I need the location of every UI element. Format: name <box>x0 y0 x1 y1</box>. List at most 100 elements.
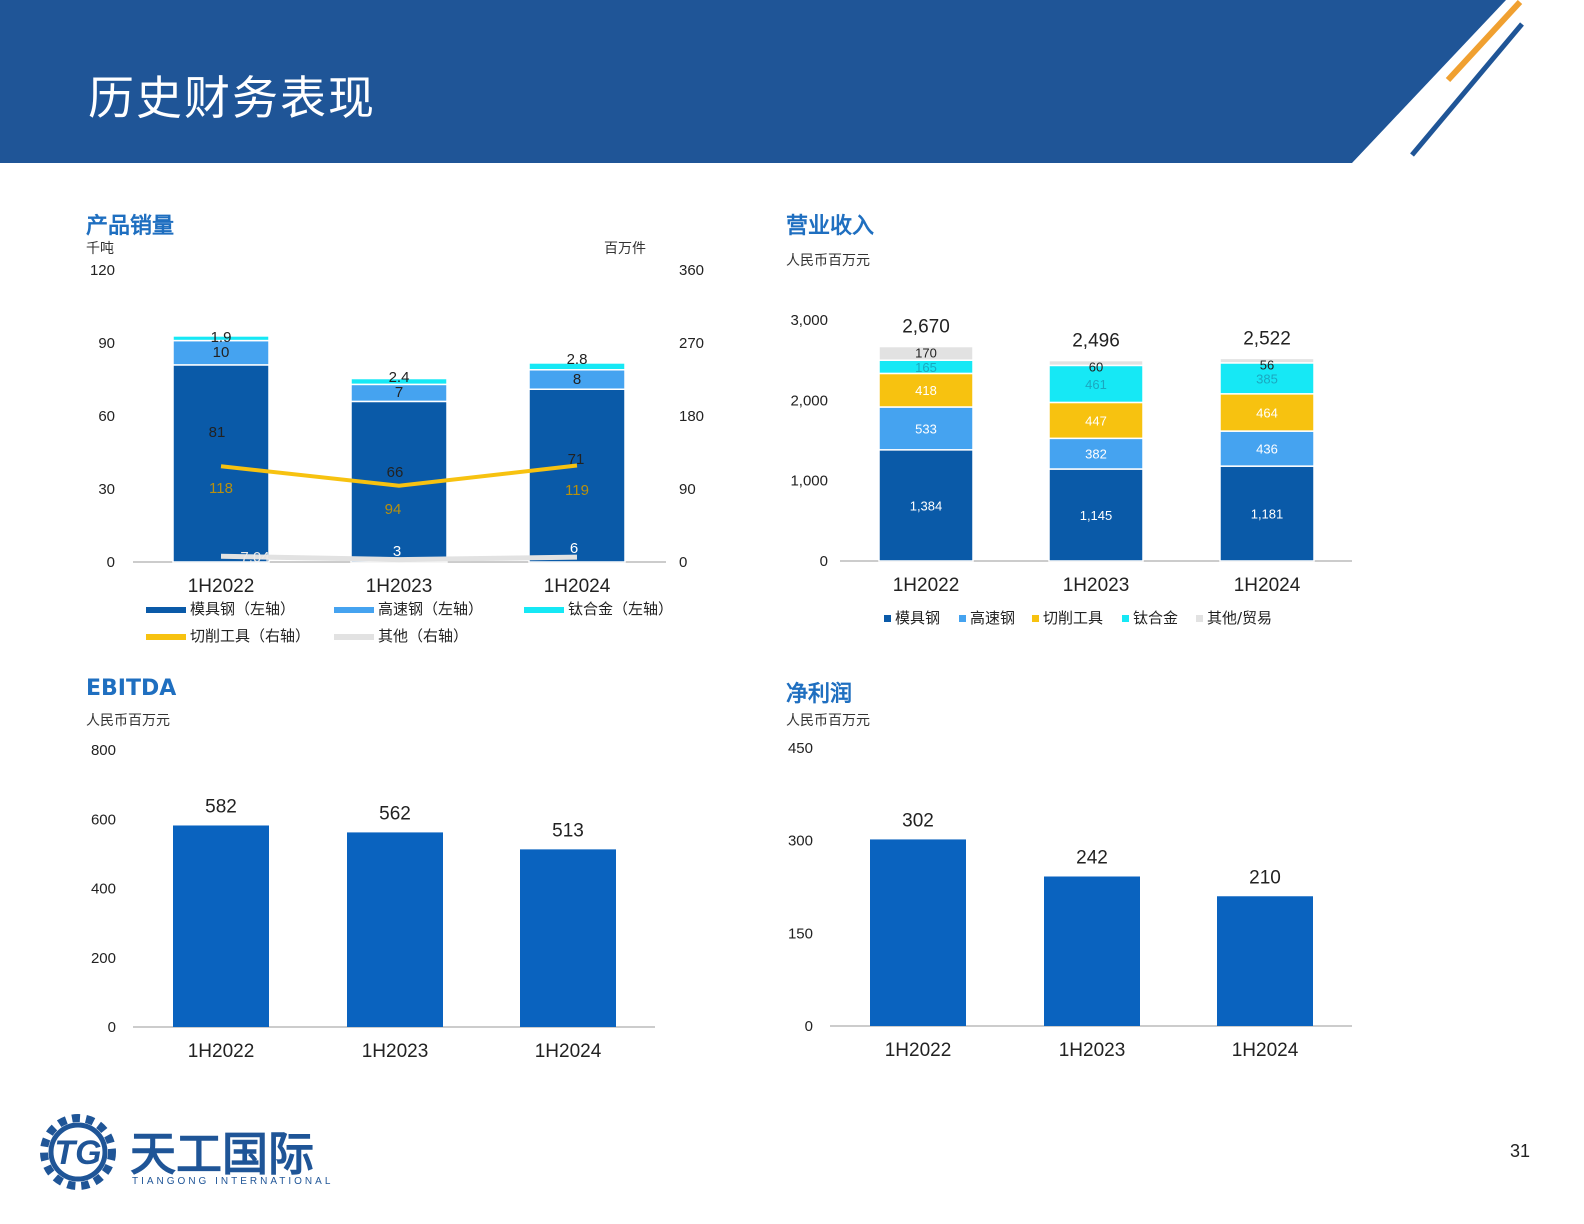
y-tick-left: 0 <box>107 554 115 571</box>
bar-segment <box>350 377 448 386</box>
bar-segment <box>878 406 974 451</box>
data-label-mould-steel: 81 <box>209 424 226 441</box>
data-label-cutting-tools: 94 <box>385 501 402 518</box>
y-tick-right: 270 <box>679 335 704 352</box>
data-label-others: 3 <box>393 543 401 560</box>
legend-item-hss: 高速钢 <box>959 607 1015 628</box>
y-tick: 1,000 <box>790 473 828 490</box>
legend-label: 钛合金 <box>1133 609 1179 627</box>
y-tick: 0 <box>805 1018 813 1035</box>
legend-label: 模具钢（左轴） <box>190 600 296 618</box>
data-label: 562 <box>379 803 411 824</box>
bar-segment <box>1048 359 1144 367</box>
data-label: 461 <box>1085 377 1107 392</box>
y-tick: 600 <box>91 811 116 828</box>
data-label: 210 <box>1249 867 1281 888</box>
line-others <box>220 553 578 563</box>
header-accent-orange <box>1445 0 1523 83</box>
net-profit-title: 净利润 <box>786 682 853 707</box>
data-label-others: 7.04 <box>240 549 269 566</box>
legend-item-others-trade: 其他/贸易 <box>1196 607 1272 628</box>
bar-segment <box>172 335 270 342</box>
legend-swatch <box>334 606 374 613</box>
legend-label: 其他/贸易 <box>1207 609 1273 627</box>
legend-label: 模具钢 <box>895 609 941 627</box>
data-label: 302 <box>902 810 934 831</box>
y-tick-left: 60 <box>98 408 115 425</box>
legend-label: 切削工具 <box>1043 609 1104 627</box>
y-tick: 150 <box>788 925 813 942</box>
logo-mark: TG <box>54 1134 101 1172</box>
x-tick-label: 1H2023 <box>1063 575 1130 596</box>
legend-label: 其他（右轴） <box>378 627 469 645</box>
bar-segment <box>878 449 974 562</box>
data-label-mould-steel: 66 <box>387 464 404 481</box>
legend-item-cutting-tools: 切削工具（右轴） <box>146 625 310 646</box>
bar <box>347 832 443 1027</box>
legend-swatch <box>334 633 374 640</box>
bar <box>1044 876 1140 1026</box>
data-label: 170 <box>915 346 937 361</box>
data-label: 1,384 <box>910 498 943 513</box>
data-label: 447 <box>1085 413 1107 428</box>
data-label-hss: 10 <box>213 344 230 361</box>
total-label: 2,496 <box>1072 331 1120 352</box>
data-label-titanium: 2.4 <box>389 369 410 386</box>
header-banner: 历史财务表现 <box>0 0 1584 165</box>
data-label: 418 <box>915 383 937 398</box>
legend-item-titanium: 钛合金 <box>1122 607 1178 628</box>
y-tick-left: 30 <box>98 481 115 498</box>
company-logo: TG 天工国际 TIANGONG INTERNATIONAL <box>34 1108 344 1198</box>
bar <box>520 849 616 1027</box>
bar-segment <box>528 388 626 563</box>
legend-swatch <box>1196 615 1203 622</box>
line-cutting-tools <box>220 463 578 488</box>
legend-item-titanium: 钛合金（左轴） <box>524 598 673 619</box>
legend-label: 切削工具（右轴） <box>190 627 311 645</box>
header-band <box>0 0 1506 163</box>
legend-item-others: 其他（右轴） <box>334 625 468 646</box>
legend-swatch <box>524 606 564 613</box>
data-label: 165 <box>915 360 937 375</box>
x-tick-label: 1H2022 <box>188 576 255 597</box>
data-label-cutting-tools: 118 <box>209 480 233 497</box>
legend-swatch <box>1122 615 1129 622</box>
data-label-mould-steel: 71 <box>568 451 585 468</box>
bar <box>1217 896 1313 1026</box>
bar <box>870 839 966 1026</box>
y-tick: 2,000 <box>790 392 828 409</box>
ebitda-title: EBITDA <box>86 676 177 701</box>
data-label: 1,145 <box>1080 508 1113 523</box>
bar-segment <box>1219 430 1315 467</box>
legend-item-hss: 高速钢（左轴） <box>334 598 483 619</box>
bar-segment <box>1048 437 1144 470</box>
y-tick: 300 <box>788 833 813 850</box>
ebitda-unit: 人民币百万元 <box>86 713 170 729</box>
y-tick-right: 180 <box>679 408 704 425</box>
legend-swatch <box>1032 615 1039 622</box>
y-tick-left: 120 <box>90 262 115 279</box>
data-label: 513 <box>552 820 584 841</box>
data-label: 382 <box>1085 447 1107 462</box>
y-tick: 450 <box>788 740 813 757</box>
legend-swatch <box>959 615 966 622</box>
legend-swatch <box>146 633 186 640</box>
data-label-titanium: 2.8 <box>567 351 588 368</box>
total-label: 2,670 <box>902 317 950 338</box>
page-title: 历史财务表现 <box>88 71 376 125</box>
legend-item-mould-steel: 模具钢（左轴） <box>146 598 295 619</box>
total-label: 2,522 <box>1243 328 1291 349</box>
y-tick: 800 <box>91 742 116 759</box>
logo-graphic: TG 天工国际 TIANGONG INTERNATIONAL <box>40 1114 330 1190</box>
data-label: 385 <box>1256 371 1278 386</box>
data-label: 582 <box>205 796 237 817</box>
legend-label: 高速钢 <box>970 609 1016 627</box>
y-tick: 0 <box>108 1019 116 1036</box>
bar-segment <box>1219 393 1315 432</box>
x-tick-label: 1H2023 <box>1059 1040 1126 1061</box>
data-label: 60 <box>1089 360 1103 375</box>
x-tick-label: 1H2022 <box>188 1041 255 1062</box>
bar <box>173 825 269 1027</box>
y-tick: 3,000 <box>790 312 828 329</box>
header-background <box>0 0 1524 163</box>
